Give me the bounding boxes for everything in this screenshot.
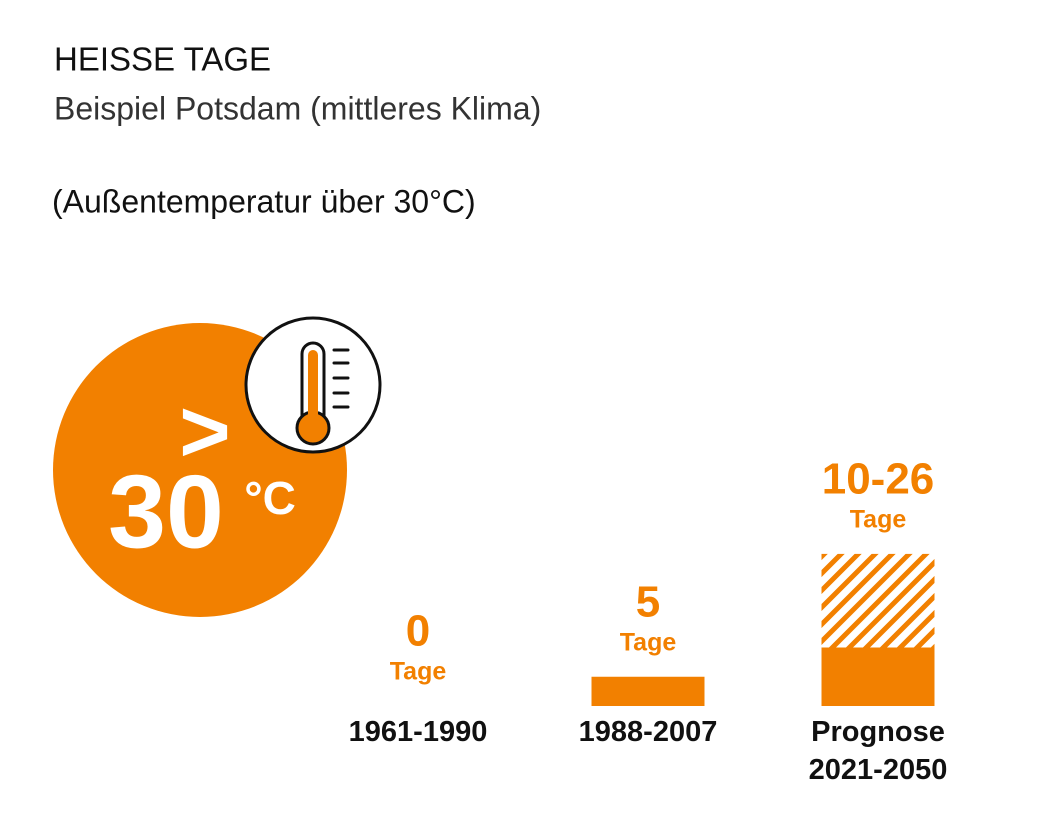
thermometer-icon [244,316,382,454]
value-label: 0 [406,607,430,656]
value-label: 10-26 [822,455,935,504]
category-label: Prognose 2021-2050 [808,716,948,786]
title: HEISSE TAGE [54,41,271,78]
value-label: 5 [636,577,660,626]
unit-label: Tage [390,658,447,686]
category-label: 1988-2007 [578,716,718,748]
bar [821,647,935,706]
bar-range [821,553,935,648]
bar [591,676,705,706]
unit-label: Tage [620,628,677,656]
note: (Außentemperatur über 30°C) [52,183,476,219]
subtitle: Beispiel Potsdam (mittleres Klima) [54,90,541,126]
badge-symbol: > [179,381,230,480]
badge-unit: °C [244,472,296,524]
badge-number: 30 [108,454,224,570]
unit-label: Tage [850,506,907,534]
category-label: 1961-1990 [348,716,488,748]
